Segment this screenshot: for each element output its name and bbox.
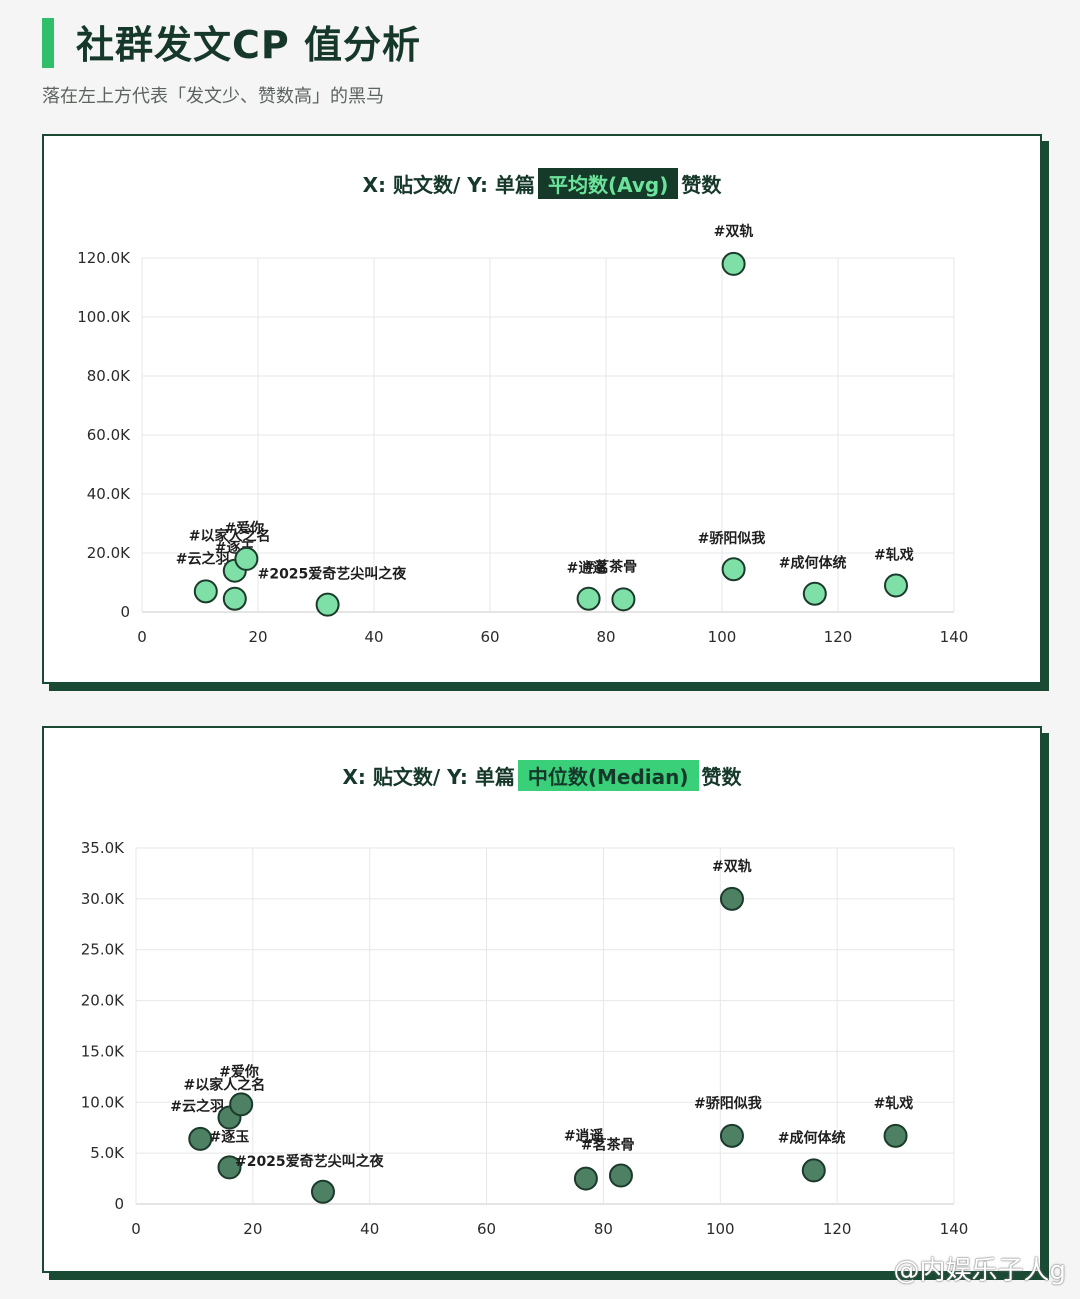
y-tick-label: 40.0K	[87, 485, 131, 503]
data-point-label: #轧戏	[874, 1095, 914, 1112]
data-point-label: #云之羽	[170, 1098, 224, 1115]
y-tick-label: 80.0K	[87, 367, 131, 385]
median-chart-title-suffix: 赞数	[701, 765, 742, 789]
data-point	[576, 586, 601, 611]
x-tick-label: 20	[248, 628, 267, 646]
y-tick-label: 0	[120, 603, 130, 621]
data-point	[217, 1155, 242, 1180]
data-point-label: #骄阳似我	[698, 530, 766, 547]
data-point-label: #茗茶骨	[581, 1137, 635, 1154]
avg-chart-title-prefix: X: 贴文数/ Y: 单篇	[362, 173, 535, 197]
median-scatter-plot: 0 5.0K 10.0K 15.0K 20.0K 25.0K 30.0K 35.0K 0 20 40…	[81, 839, 969, 1238]
data-point	[719, 1123, 744, 1148]
y-tick-label: 20.0K	[81, 992, 125, 1010]
median-chart-title-prefix: X: 贴文数/ Y: 单篇	[342, 765, 515, 789]
avg-chart-card: X: 贴文数/ Y: 单篇 平均数(Avg) 赞数 0 20.0K 40.0K 60.0K…	[42, 134, 1042, 684]
x-tick-label: 0	[131, 1220, 141, 1238]
x-tick-label: 40	[364, 628, 383, 646]
data-point	[802, 581, 827, 606]
y-tick-label: 35.0K	[81, 839, 125, 857]
y-tick-label: 0	[114, 1195, 124, 1213]
y-tick-label: 5.0K	[90, 1144, 125, 1162]
data-point	[721, 251, 746, 276]
data-point	[310, 1179, 335, 1204]
data-point	[801, 1158, 826, 1183]
avg-chart-title: X: 贴文数/ Y: 单篇 平均数(Avg) 赞数	[44, 168, 1040, 199]
data-point-label: #茗茶骨	[583, 558, 637, 575]
y-tick-label: 20.0K	[87, 544, 131, 562]
x-tick-label: 20	[243, 1220, 262, 1238]
data-point	[608, 1163, 633, 1188]
data-point	[719, 886, 744, 911]
y-tick-label: 100.0K	[77, 308, 131, 326]
y-tick-label: 10.0K	[81, 1093, 125, 1111]
data-point-label: #成何体统	[778, 1129, 846, 1146]
median-chart-title-highlight: 中位数(Median)	[517, 760, 699, 791]
data-point	[883, 1123, 908, 1148]
data-point	[315, 592, 340, 617]
data-point-label: #成何体统	[779, 555, 847, 572]
data-point	[193, 579, 218, 604]
avg-scatter-plot: 0 20.0K 40.0K 60.0K 80.0K 100.0K 120.0K 0 20 40 60…	[77, 223, 969, 646]
avg-chart-title-highlight: 平均数(Avg)	[537, 168, 679, 199]
y-tick-label: 25.0K	[81, 941, 125, 959]
data-point-label: #双轨	[712, 858, 752, 875]
data-point	[188, 1126, 213, 1151]
y-tick-label: 120.0K	[77, 249, 131, 267]
data-point-label: #以家人之名	[189, 528, 271, 545]
data-point-label: #以家人之名	[183, 1077, 265, 1094]
y-tick-label: 60.0K	[87, 426, 131, 444]
data-point	[229, 1092, 254, 1117]
data-point-label: #逐玉	[209, 1129, 249, 1145]
data-point	[573, 1166, 598, 1191]
data-point	[611, 587, 636, 612]
data-point-label: #轧戏	[874, 546, 914, 563]
x-tick-label: 0	[137, 628, 147, 646]
data-point-label: #2025爱奇艺尖叫之夜	[235, 1153, 385, 1170]
watermark: @内娱乐子人g	[893, 1256, 1066, 1286]
median-chart-card: X: 贴文数/ Y: 单篇 中位数(Median) 赞数 0 5.0K 10.0K 15.…	[42, 726, 1042, 1273]
data-point-label: #双轨	[714, 223, 754, 240]
data-point-label: #骄阳似我	[694, 1095, 762, 1112]
header-accent-bar	[42, 18, 54, 68]
data-point	[234, 546, 259, 571]
data-point-label: #逍遥	[567, 560, 607, 577]
data-point	[222, 586, 247, 611]
data-point-label: #逍遥	[564, 1128, 604, 1145]
data-point	[721, 557, 746, 582]
page-title: 社群发文CP 值分析	[76, 23, 421, 67]
y-tick-label: 30.0K	[81, 890, 125, 908]
x-tick-label: 140	[940, 1220, 969, 1238]
x-tick-label: 60	[477, 1220, 496, 1238]
x-tick-label: 140	[940, 628, 969, 646]
x-tick-label: 60	[480, 628, 499, 646]
data-point-label: #云之羽	[176, 550, 230, 567]
x-tick-label: 100	[706, 1220, 735, 1238]
x-tick-label: 80	[596, 628, 615, 646]
data-point-label: #爱你	[224, 520, 264, 537]
data-point	[884, 573, 908, 598]
median-chart-title: X: 贴文数/ Y: 单篇 中位数(Median) 赞数	[44, 760, 1040, 791]
x-tick-label: 80	[594, 1220, 613, 1238]
x-tick-label: 120	[824, 628, 853, 646]
x-tick-label: 120	[823, 1220, 852, 1238]
data-point-label: #爱你	[219, 1063, 259, 1080]
data-point-label: #2025爱奇艺尖叫之夜	[258, 566, 408, 583]
page-subtitle: 落在左上方代表「发文少、赞数高」的黑马	[42, 86, 384, 107]
y-tick-label: 15.0K	[81, 1042, 125, 1060]
avg-chart-title-suffix: 赞数	[681, 173, 722, 197]
x-tick-label: 40	[360, 1220, 379, 1238]
x-tick-label: 100	[708, 628, 737, 646]
